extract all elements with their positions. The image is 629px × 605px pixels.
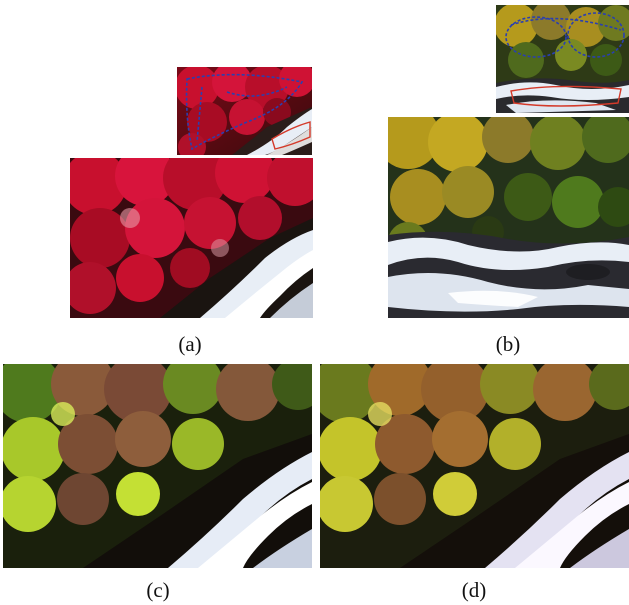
yellow-foliage [388,117,629,262]
mixed-foliage [3,364,312,532]
panel-a-reference-image [177,67,312,155]
red-scribble [510,85,622,107]
panel-c-caption: (c) [146,578,170,602]
panel-a-caption: (a) [178,332,202,356]
red-foliage [177,67,312,155]
blue-scribble [505,12,625,58]
red-foliage [70,158,313,314]
panel-c-image [3,364,312,568]
water [388,231,629,318]
panel-d-caption: (d) [461,578,487,602]
panel-b-caption: (b) [495,332,521,356]
waterfall [485,452,629,568]
red-scribble [271,121,311,150]
panel-b-reference-image [496,5,629,113]
waterfall [168,452,312,568]
panel-a-image [70,158,313,318]
waterfall [200,230,313,318]
water [496,78,629,113]
panel-b-image [388,117,629,318]
panel-d-image [320,364,629,568]
mixed-foliage [320,364,629,532]
blue-scribble [185,73,304,151]
